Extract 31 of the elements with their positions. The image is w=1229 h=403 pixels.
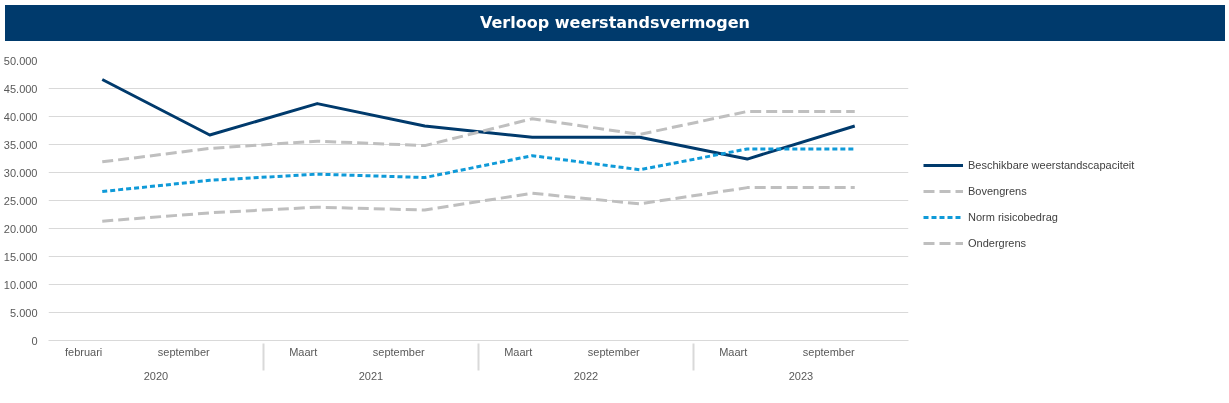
legend-label: Beschikbare weerstandscapaciteit bbox=[968, 159, 1135, 171]
y-tick-label: 40.000 bbox=[3, 110, 38, 123]
x-tick-label: Maart bbox=[719, 345, 748, 358]
x-tick-label: Maart bbox=[504, 345, 533, 358]
y-tick-label: 45.000 bbox=[3, 82, 38, 95]
x-tick-label: februari bbox=[64, 345, 103, 358]
x-tick-label: Maart bbox=[289, 345, 318, 358]
line-series bbox=[100, 78, 857, 161]
text: 2020 bbox=[143, 369, 169, 382]
text: 2021 bbox=[358, 369, 384, 382]
chart-title: Verloop weerstandsvermogen bbox=[480, 12, 750, 34]
x-tick-label: september bbox=[157, 345, 211, 358]
y-tick-label: 5.000 bbox=[9, 306, 38, 319]
y-tick-label: 35.000 bbox=[3, 138, 38, 151]
x-tick-label: september bbox=[587, 345, 641, 358]
x-tick-label: september bbox=[802, 345, 856, 358]
x-tick-label: september bbox=[372, 345, 426, 358]
y-tick-label: 50.000 bbox=[3, 54, 38, 67]
line-series bbox=[100, 186, 857, 223]
text: 2023 bbox=[788, 369, 814, 382]
legend-label: Norm risicobedrag bbox=[968, 211, 1058, 223]
legend-label: Bovengrens bbox=[968, 185, 1027, 197]
y-tick-label: 0 bbox=[31, 334, 38, 347]
y-tick-label: 15.000 bbox=[3, 250, 38, 263]
text: 2022 bbox=[573, 369, 599, 382]
y-tick-label: 10.000 bbox=[3, 278, 38, 291]
legend-label: Ondergrens bbox=[968, 237, 1027, 249]
y-tick-label: 25.000 bbox=[3, 194, 38, 207]
y-tick-label: 20.000 bbox=[3, 222, 38, 235]
y-tick-label: 30.000 bbox=[3, 166, 38, 179]
line-series bbox=[100, 109, 857, 164]
